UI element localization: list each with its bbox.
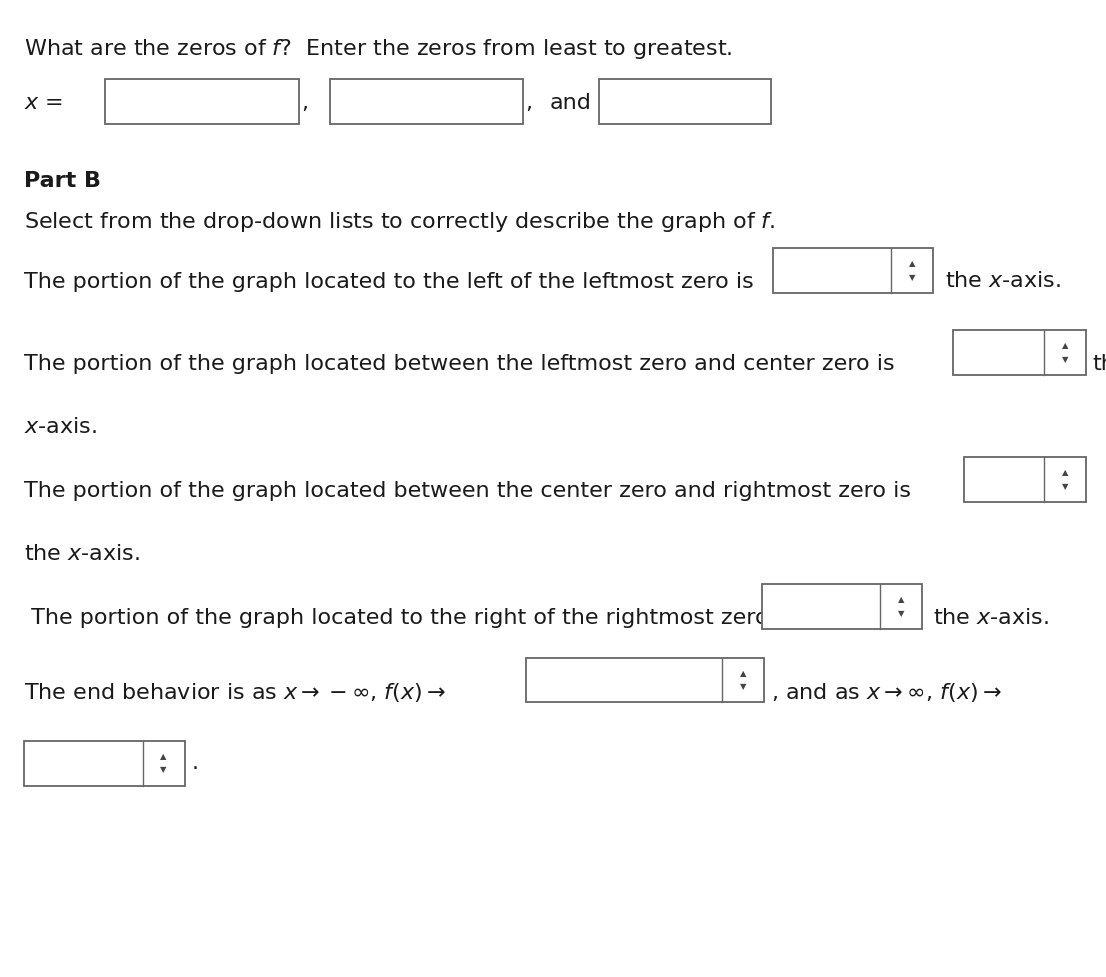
Text: ▲: ▲	[740, 668, 747, 678]
Bar	[526, 658, 764, 702]
Text: the $x$-axis.: the $x$-axis.	[945, 271, 1061, 290]
Text: $x$-axis.: $x$-axis.	[24, 417, 97, 437]
Bar	[964, 457, 1086, 502]
Text: ,: ,	[525, 93, 532, 112]
Text: ▲: ▲	[1062, 468, 1068, 478]
Text: The end behavior is as $x \rightarrow -\infty$, $f(x) \rightarrow$: The end behavior is as $x \rightarrow -\…	[24, 681, 447, 704]
Bar	[105, 79, 299, 124]
Bar	[330, 79, 523, 124]
Bar	[773, 248, 933, 293]
Text: $x$ =: $x$ =	[24, 93, 63, 112]
Text: The portion of the graph located to the left of the leftmost zero is: The portion of the graph located to the …	[24, 272, 754, 291]
Text: .: .	[191, 753, 198, 773]
Text: Part B: Part B	[24, 171, 102, 191]
Bar	[762, 584, 922, 629]
Text: ▼: ▼	[898, 609, 905, 618]
Text: the: the	[1093, 354, 1106, 373]
Text: The portion of the graph located between the leftmost zero and center zero is: The portion of the graph located between…	[24, 354, 895, 373]
Text: ▲: ▲	[1062, 341, 1068, 351]
Text: ▼: ▼	[160, 765, 167, 775]
Text: ▼: ▼	[1062, 482, 1068, 491]
Text: the $x$-axis.: the $x$-axis.	[24, 544, 140, 564]
Text: , and as $x \rightarrow \infty$, $f(x) \rightarrow$: , and as $x \rightarrow \infty$, $f(x) \…	[771, 681, 1002, 704]
Text: The portion of the graph located to the right of the rightmost zero is: The portion of the graph located to the …	[24, 608, 794, 627]
Text: ▼: ▼	[740, 682, 747, 692]
Bar	[599, 79, 771, 124]
Text: ,: ,	[301, 93, 307, 112]
Text: the $x$-axis.: the $x$-axis.	[933, 608, 1050, 627]
Text: ▼: ▼	[1062, 355, 1068, 364]
Text: ▲: ▲	[909, 259, 916, 269]
Text: What are the zeros of $f$?  Enter the zeros from least to greatest.: What are the zeros of $f$? Enter the zer…	[24, 37, 733, 62]
Text: and: and	[550, 93, 592, 112]
Bar	[953, 330, 1086, 375]
Text: Select from the drop-down lists to correctly describe the graph of $f$.: Select from the drop-down lists to corre…	[24, 210, 775, 234]
Text: The portion of the graph located between the center zero and rightmost zero is: The portion of the graph located between…	[24, 481, 911, 500]
Bar	[24, 741, 185, 786]
Text: ▲: ▲	[898, 595, 905, 605]
Text: ▼: ▼	[909, 273, 916, 282]
Text: ▲: ▲	[160, 751, 167, 761]
